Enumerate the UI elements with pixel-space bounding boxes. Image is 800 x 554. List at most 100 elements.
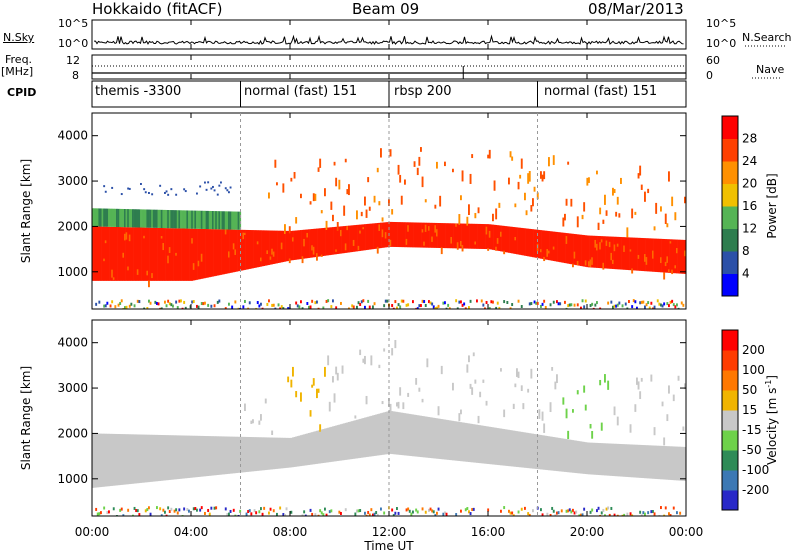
velocity-scatter-band bbox=[364, 417, 366, 458]
power-scatter-band bbox=[383, 222, 386, 248]
power-scatter-band bbox=[402, 222, 405, 248]
freq-left-tick: 8 bbox=[72, 69, 79, 82]
velocity-scatter-band bbox=[293, 436, 296, 467]
power-scatter-band bbox=[432, 222, 435, 248]
power-scatter-band bbox=[580, 234, 582, 266]
power-scatter-fringe bbox=[103, 208, 106, 227]
power-scatter-band bbox=[519, 227, 522, 255]
velocity-scatter-echo bbox=[474, 379, 477, 384]
power-near-range bbox=[485, 300, 488, 304]
power-scatter-band bbox=[682, 239, 685, 274]
power-scatter-echo bbox=[420, 147, 422, 152]
power-scatter-band bbox=[460, 223, 462, 249]
power-near-range bbox=[594, 303, 597, 307]
power-near-range bbox=[391, 304, 394, 308]
power-scatter-band bbox=[325, 227, 328, 256]
velocity-scatter-echo bbox=[440, 365, 443, 375]
power-scatter-band bbox=[548, 231, 550, 261]
power-scatter-streak bbox=[496, 238, 499, 244]
velocity-scatter-band bbox=[584, 442, 587, 475]
velocity-scatter-band bbox=[522, 432, 525, 468]
power-scatter-echo bbox=[461, 170, 464, 182]
velocity-scatter-band bbox=[437, 418, 440, 459]
power-scatter-band bbox=[656, 238, 659, 273]
power-scatter-band bbox=[597, 235, 600, 268]
power-colorbar-swatch bbox=[722, 183, 738, 207]
power-scatter-streak bbox=[192, 263, 195, 270]
power-scatter-echo bbox=[317, 167, 320, 172]
power-near-range bbox=[373, 302, 376, 306]
velocity-near-range bbox=[392, 514, 395, 516]
velocity-scatter-band bbox=[215, 436, 218, 476]
velocity-scatter-band bbox=[450, 420, 453, 461]
power-near-range bbox=[455, 299, 458, 303]
power-scatter-echo bbox=[336, 222, 339, 231]
velocity-scatter-band bbox=[220, 436, 222, 475]
power-scatter-streak bbox=[280, 242, 283, 250]
velocity-scatter-band bbox=[223, 436, 226, 475]
power-near-range bbox=[143, 307, 146, 309]
velocity-scatter-band bbox=[111, 433, 114, 486]
power-scatter-streak bbox=[303, 238, 306, 247]
power-scatter-band bbox=[373, 223, 376, 249]
power-near-range bbox=[109, 304, 112, 308]
velocity-near-range bbox=[528, 513, 531, 516]
power-scatter-echo bbox=[532, 198, 534, 207]
velocity-near-range bbox=[600, 511, 603, 515]
power-near-range bbox=[624, 302, 627, 306]
velocity-scatter-band bbox=[546, 435, 549, 471]
velocity-near-range bbox=[376, 513, 379, 516]
power-scatter-streak bbox=[232, 243, 235, 250]
power-scatter-band bbox=[167, 228, 170, 281]
velocity-scatter-band bbox=[106, 433, 109, 487]
velocity-scatter-band bbox=[613, 443, 616, 477]
power-scatter-band bbox=[266, 230, 269, 266]
power-scatter-band bbox=[634, 237, 637, 271]
velocity-scatter-echo bbox=[415, 377, 418, 385]
power-scatter-echo bbox=[495, 208, 498, 220]
power-scatter-band bbox=[306, 229, 309, 259]
velocity-scatter-band bbox=[124, 434, 126, 485]
velocity-near-range bbox=[165, 514, 168, 516]
velocity-scatter-band bbox=[472, 424, 475, 463]
power-scatter-band bbox=[284, 230, 286, 262]
power-scatter-fringe bbox=[232, 211, 235, 230]
power-near-range bbox=[418, 304, 421, 308]
power-near-range bbox=[164, 300, 166, 304]
power-scatter-band bbox=[440, 223, 443, 249]
power-scatter-band bbox=[285, 230, 288, 262]
power-near-range bbox=[180, 299, 182, 303]
power-scatter-echo bbox=[604, 194, 606, 205]
power-scatter-fringe bbox=[231, 211, 234, 230]
power-near-range bbox=[437, 304, 440, 308]
power-scatter-band bbox=[408, 222, 411, 248]
velocity-near-range bbox=[148, 506, 150, 510]
power-scatter-fringe bbox=[204, 210, 206, 229]
power-scatter-echo bbox=[367, 177, 370, 183]
velocity-scatter-band bbox=[231, 436, 234, 474]
power-scatter-echo bbox=[333, 161, 336, 166]
power-scatter-band bbox=[357, 224, 360, 252]
velocity-scatter-echo bbox=[576, 390, 579, 395]
power-near-range bbox=[192, 300, 195, 304]
velocity-near-range bbox=[554, 514, 557, 516]
power-near-range bbox=[335, 306, 338, 309]
power-scatter-band bbox=[127, 227, 130, 281]
power-scatter-band bbox=[301, 229, 304, 259]
power-near-range bbox=[570, 303, 573, 307]
power-scatter-echo bbox=[664, 213, 667, 225]
velocity-scatter-echo bbox=[250, 420, 253, 424]
velocity-near-range bbox=[344, 508, 347, 512]
velocity-near-range bbox=[247, 510, 250, 514]
power-scatter-band bbox=[448, 223, 451, 249]
power-near-range bbox=[317, 307, 320, 309]
velocity-scatter-band bbox=[229, 436, 232, 474]
power-scatter-band bbox=[181, 228, 184, 281]
noise-left-tick: 10^5 bbox=[58, 17, 89, 30]
velocity-scatter-band bbox=[501, 428, 504, 466]
power-scatter-streak bbox=[197, 260, 200, 267]
velocity-near-range bbox=[568, 508, 571, 512]
velocity-scatter-band bbox=[421, 415, 424, 458]
velocity-near-range bbox=[599, 514, 602, 516]
velocity-scatter-band bbox=[101, 433, 104, 487]
